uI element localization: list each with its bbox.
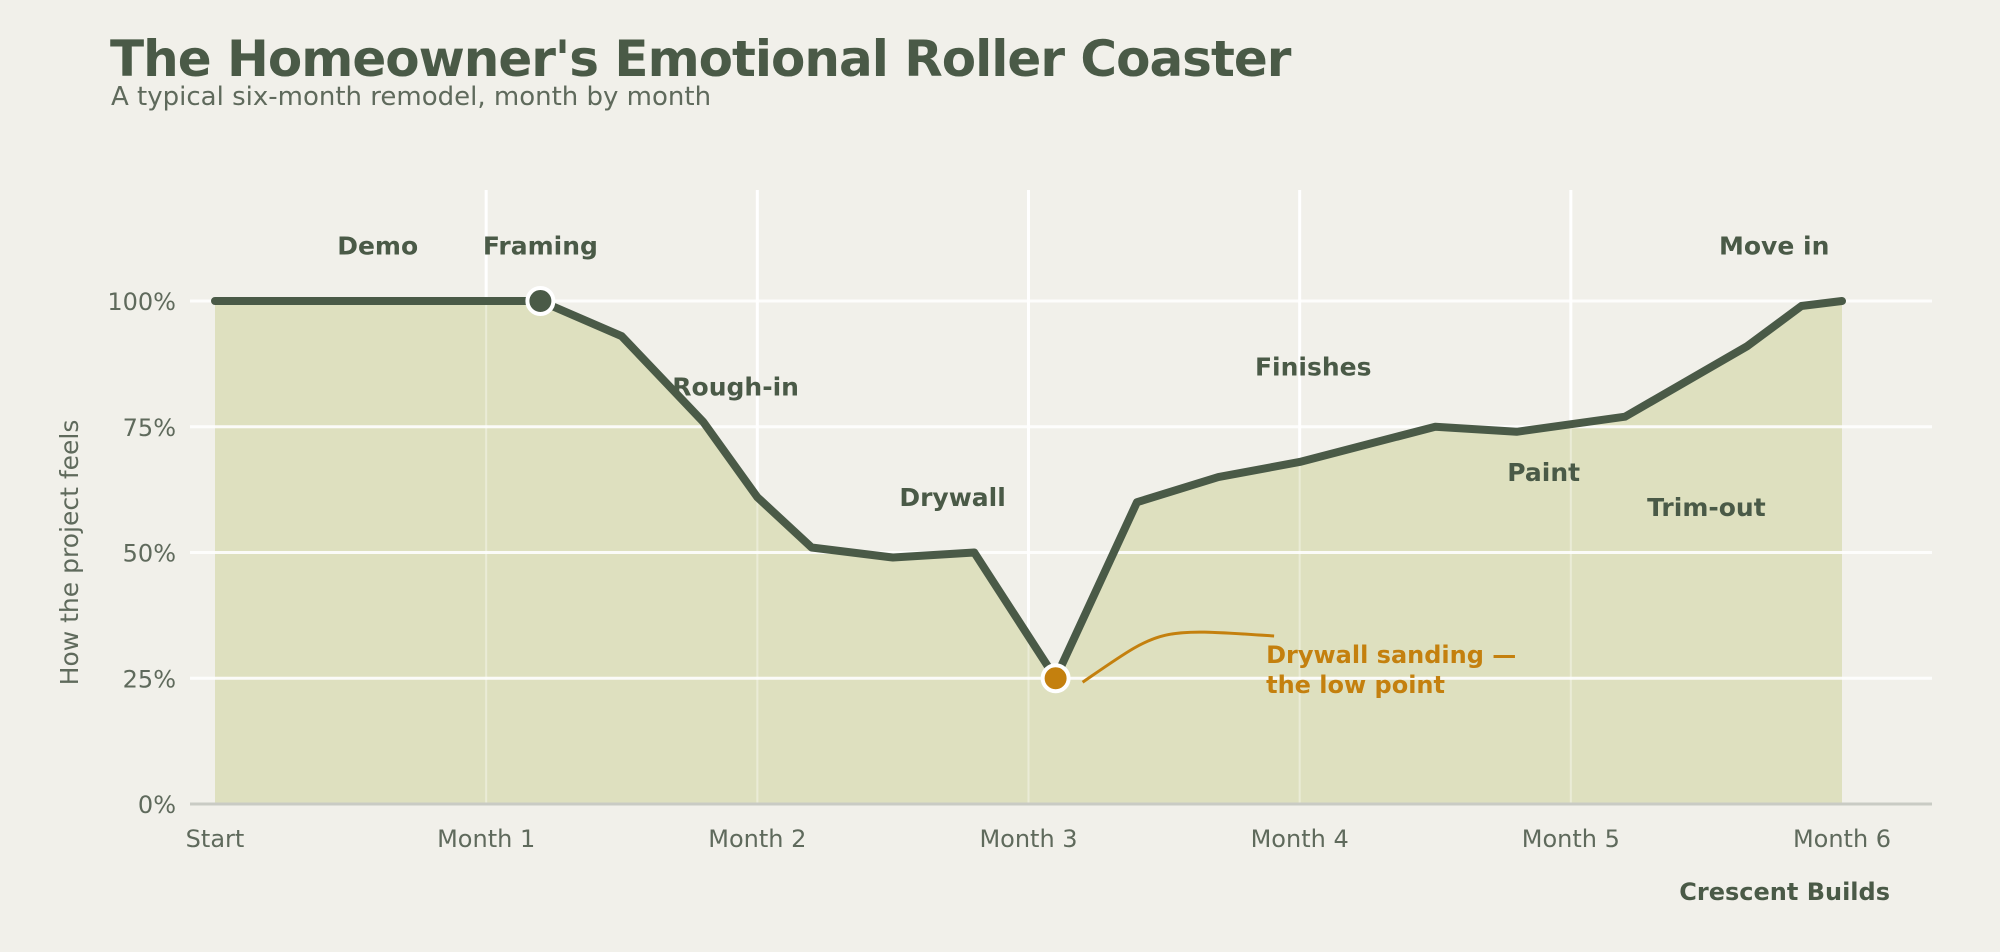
annotation-text: Drywall sanding — bbox=[1266, 641, 1516, 669]
series-line bbox=[211, 297, 1846, 683]
x-tick-label: Month 2 bbox=[708, 825, 806, 853]
phase-label: Finishes bbox=[1255, 352, 1372, 381]
y-tick-label: 50% bbox=[123, 540, 176, 568]
x-tick-label: Month 5 bbox=[1522, 825, 1620, 853]
phase-label: Demo bbox=[337, 232, 418, 261]
x-tick-label: Start bbox=[186, 825, 245, 853]
phase-label: Paint bbox=[1507, 458, 1580, 487]
x-tick-label: Month 1 bbox=[437, 825, 535, 853]
x-tick-label: Month 3 bbox=[979, 825, 1077, 853]
y-tick-label: 75% bbox=[123, 414, 176, 442]
x-tick-label: Month 6 bbox=[1793, 825, 1891, 853]
phase-label: Framing bbox=[483, 232, 598, 261]
y-axis-title: How the project feels bbox=[55, 420, 84, 686]
y-tick-label: 0% bbox=[138, 791, 176, 819]
chart-subtitle: A typical six-month remodel, month by mo… bbox=[111, 82, 712, 112]
annotation-leader bbox=[1081, 630, 1275, 684]
x-tick-label: Month 4 bbox=[1251, 825, 1349, 853]
phase-label: Trim-out bbox=[1647, 493, 1766, 522]
phase-label: Move in bbox=[1719, 232, 1829, 261]
highlight-point bbox=[1040, 663, 1071, 694]
credit-label: Crescent Builds bbox=[1679, 878, 1890, 906]
chart-title: The Homeowner's Emotional Roller Coaster bbox=[110, 30, 1291, 88]
phase-label: Rough-in bbox=[672, 373, 799, 402]
phase-label: Drywall bbox=[899, 483, 1005, 512]
highlight-point bbox=[525, 286, 556, 316]
annotation-text: the low point bbox=[1266, 671, 1445, 699]
y-tick-label: 25% bbox=[123, 665, 176, 693]
y-tick-label: 100% bbox=[107, 288, 176, 316]
